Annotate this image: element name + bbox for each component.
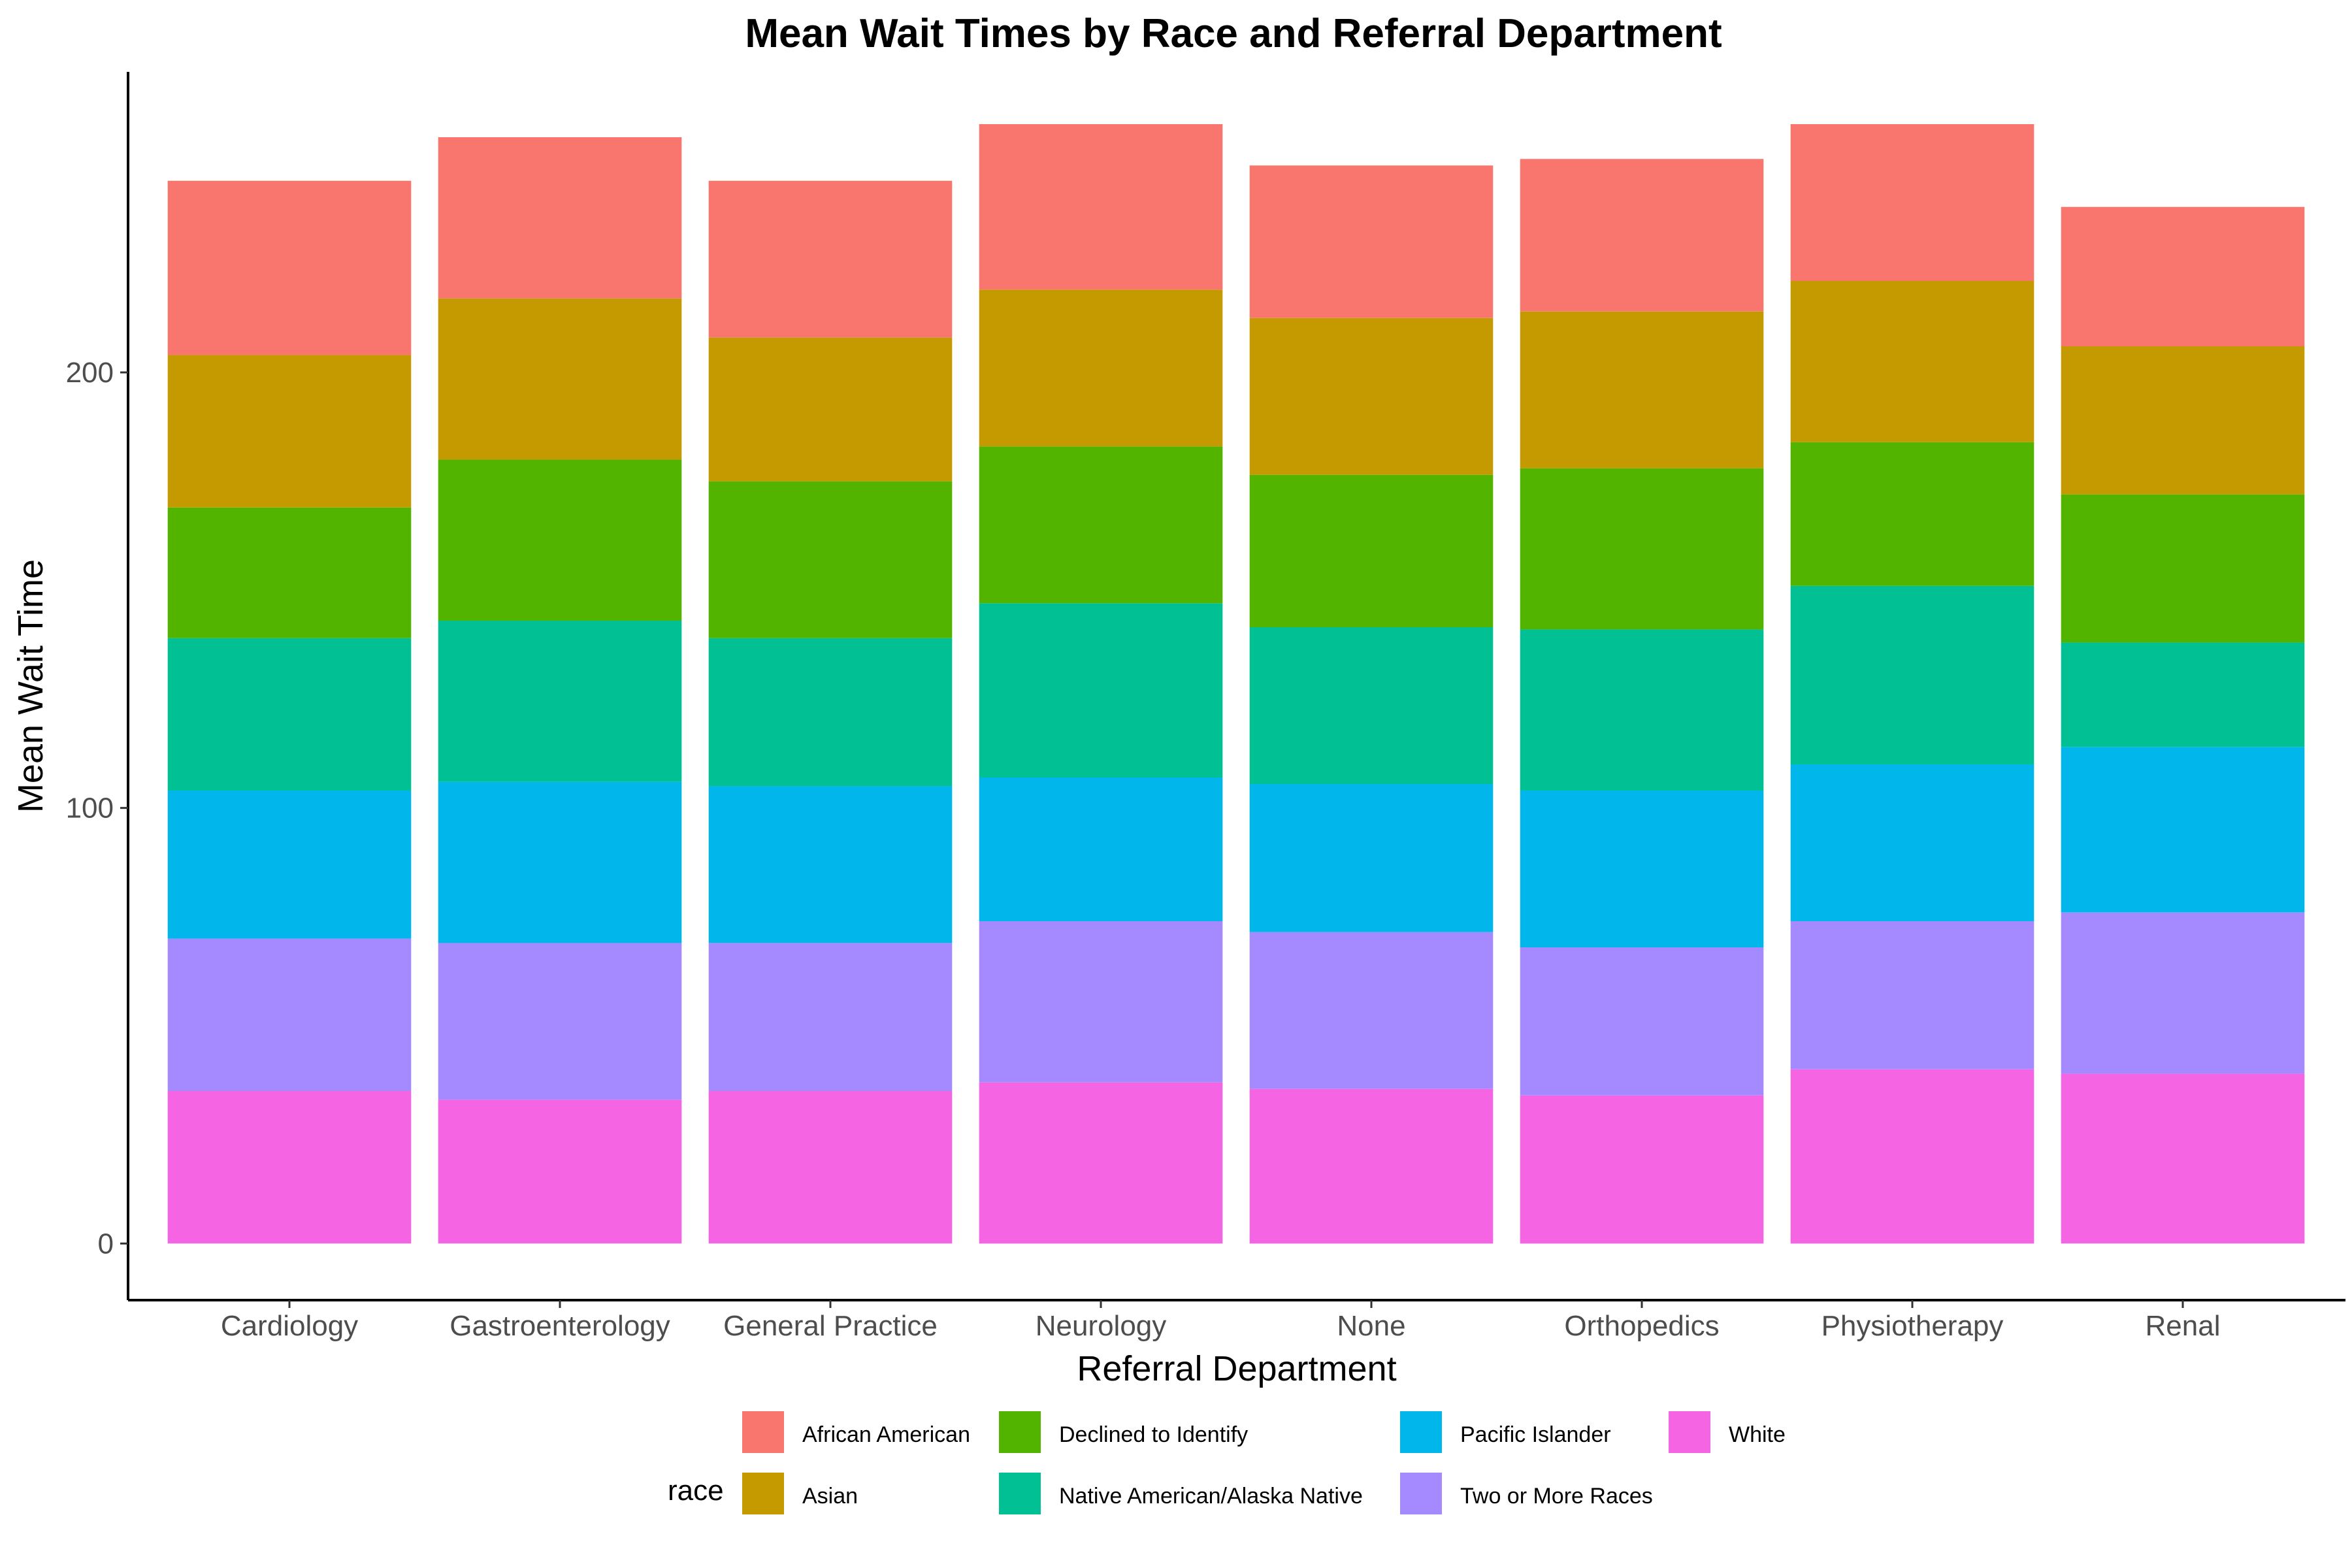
legend-swatch-asian [742, 1473, 784, 1514]
y-tick-label: 200 [66, 357, 114, 389]
bar-cardiology-asian [167, 355, 412, 508]
bar-physiotherapy-pacific-islander [1790, 764, 2034, 921]
y-tick-label: 100 [66, 792, 114, 825]
bar-physiotherapy-african-american [1790, 124, 2034, 281]
bar-gastroenterology-declined-to-identify [438, 459, 682, 621]
bar-gastroenterology-two-or-more-races [438, 943, 682, 1100]
bar-neurology-native-american-alaska-native [979, 603, 1223, 777]
bar-renal-white [2061, 1073, 2305, 1244]
legend-label-pacific-islander: Pacific Islander [1460, 1422, 1611, 1447]
bar-general-practice-asian [708, 337, 953, 482]
bar-cardiology-native-american-alaska-native [167, 638, 412, 791]
bar-orthopedics-asian [1520, 311, 1764, 468]
bar-neurology-asian [979, 289, 1223, 447]
bar-physiotherapy-white [1790, 1069, 2034, 1244]
bar-gastroenterology-white [438, 1100, 682, 1244]
bar-general-practice-pacific-islander [708, 786, 953, 943]
bar-orthopedics-pacific-islander [1520, 791, 1764, 947]
legend-swatch-declined-to-identify [999, 1411, 1041, 1453]
bar-physiotherapy-native-american-alaska-native [1790, 585, 2034, 764]
chart-title: Mean Wait Times by Race and Referral Dep… [745, 11, 1722, 56]
x-axis-title: Referral Department [1077, 1349, 1396, 1388]
legend-label-native-american-alaska-native: Native American/Alaska Native [1059, 1484, 1363, 1509]
x-axis-ticks: Cardiology Gastroenterology General Practi… [221, 1300, 2221, 1342]
bar-physiotherapy-asian [1790, 281, 2034, 442]
bar-neurology-declined-to-identify [979, 446, 1223, 604]
bar-none-declined-to-identify [1249, 474, 1494, 627]
legend-swatch-african-american [742, 1411, 784, 1453]
x-tick-label-neurology: Neurology [1036, 1310, 1167, 1342]
x-tick-label-cardiology: Cardiology [221, 1310, 358, 1342]
bar-none-pacific-islander [1249, 784, 1494, 932]
bar-renal-declined-to-identify [2061, 494, 2305, 643]
bar-general-practice-declined-to-identify [708, 481, 953, 638]
x-tick-label-orthopedics: Orthopedics [1564, 1310, 1719, 1342]
bar-renal-african-american [2061, 206, 2305, 346]
x-tick-label-renal: Renal [2146, 1310, 2221, 1342]
bar-gastroenterology-native-american-alaska-native [438, 621, 682, 782]
legend: race African American Asian Declined to Id… [668, 1411, 1786, 1514]
bar-none-white [1249, 1088, 1494, 1244]
bar-general-practice-two-or-more-races [708, 943, 953, 1091]
bar-neurology-white [979, 1082, 1223, 1244]
bar-general-practice-white [708, 1091, 953, 1244]
plot-area [167, 124, 2305, 1244]
legend-swatch-white [1669, 1411, 1710, 1453]
x-tick-label-physiotherapy: Physiotherapy [1821, 1310, 2004, 1342]
bar-gastroenterology-african-american [438, 137, 682, 299]
bar-none-native-american-alaska-native [1249, 627, 1494, 784]
bar-physiotherapy-two-or-more-races [1790, 921, 2034, 1070]
bar-orthopedics-african-american [1520, 159, 1764, 312]
x-tick-label-none: None [1337, 1310, 1405, 1342]
legend-swatch-native-american-alaska-native [999, 1473, 1041, 1514]
legend-title: race [668, 1475, 724, 1507]
bar-renal-native-american-alaska-native [2061, 642, 2305, 747]
legend-label-two-or-more-races: Two or More Races [1460, 1484, 1653, 1509]
x-tick-label-gastroenterology: Gastroenterology [449, 1310, 670, 1342]
bar-general-practice-native-american-alaska-native [708, 638, 953, 787]
bar-gastroenterology-asian [438, 298, 682, 460]
legend-label-white: White [1729, 1422, 1786, 1447]
legend-swatch-pacific-islander [1400, 1411, 1442, 1453]
bar-cardiology-african-american [167, 180, 412, 355]
bar-neurology-two-or-more-races [979, 921, 1223, 1083]
y-axis-title: Mean Wait Time [11, 559, 50, 813]
bar-cardiology-white [167, 1091, 412, 1244]
bar-renal-two-or-more-races [2061, 912, 2305, 1074]
bar-orthopedics-native-american-alaska-native [1520, 629, 1764, 791]
bar-neurology-pacific-islander [979, 777, 1223, 921]
bar-renal-asian [2061, 346, 2305, 495]
bar-cardiology-declined-to-identify [167, 507, 412, 638]
legend-swatch-two-or-more-races [1400, 1473, 1442, 1514]
bar-cardiology-two-or-more-races [167, 938, 412, 1091]
legend-label-african-american: African American [802, 1422, 970, 1447]
y-axis-ticks: 0 100 200 [66, 357, 128, 1260]
x-tick-label-general-practice: General Practice [723, 1310, 938, 1342]
bar-general-practice-african-american [708, 180, 953, 338]
bar-gastroenterology-pacific-islander [438, 781, 682, 943]
bar-cardiology-pacific-islander [167, 791, 412, 939]
bar-none-african-american [1249, 165, 1494, 318]
bar-renal-pacific-islander [2061, 747, 2305, 913]
bar-orthopedics-declined-to-identify [1520, 468, 1764, 630]
bar-none-two-or-more-races [1249, 932, 1494, 1089]
legend-label-asian: Asian [802, 1484, 858, 1509]
bar-physiotherapy-declined-to-identify [1790, 442, 2034, 586]
bar-none-asian [1249, 318, 1494, 475]
legend-label-declined-to-identify: Declined to Identify [1059, 1422, 1248, 1447]
bar-orthopedics-two-or-more-races [1520, 947, 1764, 1096]
bar-neurology-african-american [979, 124, 1223, 290]
y-tick-label: 0 [98, 1228, 114, 1260]
bar-orthopedics-white [1520, 1095, 1764, 1244]
